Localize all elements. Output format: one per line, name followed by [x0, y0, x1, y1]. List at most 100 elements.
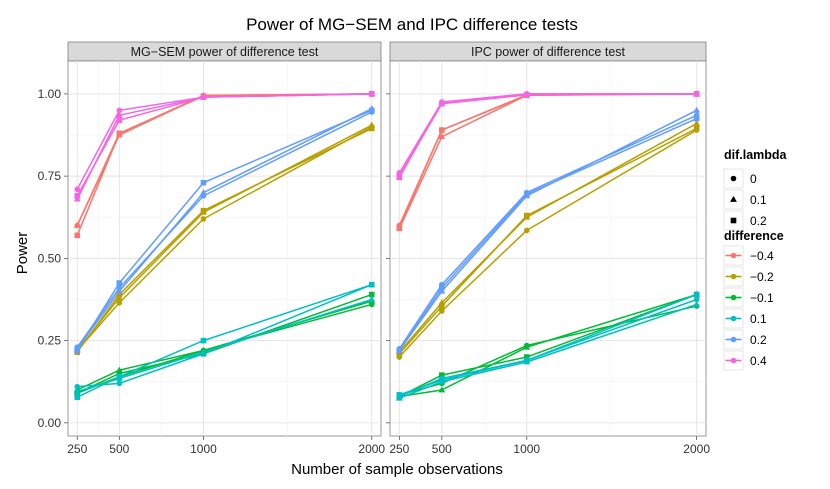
legend-shape-item: 0.2: [723, 210, 767, 231]
data-point: [200, 188, 207, 195]
series-line: [399, 293, 697, 398]
data-point: [368, 125, 375, 132]
legend-color-item: 0.1: [723, 308, 767, 329]
data-point: [200, 207, 207, 214]
legend-shape-item: 0: [723, 168, 757, 189]
x-tick-label: 2000: [358, 442, 385, 456]
data-point: [116, 370, 123, 377]
y-tick-label: 1.00: [38, 87, 62, 101]
series-line: [398, 117, 697, 351]
data-point: [396, 347, 403, 354]
y-tick-label: 0.25: [38, 334, 62, 348]
data-point: [396, 173, 403, 179]
data-point: [693, 106, 701, 113]
legend-color-label: −0.4: [750, 249, 774, 263]
data-point: [200, 337, 207, 344]
y-tick-label: 0.75: [38, 169, 62, 183]
data-point: [693, 291, 700, 298]
data-point: [693, 119, 701, 126]
chart-title: Power of MG−SEM and IPC difference tests: [246, 15, 578, 34]
x-tick-label: 500: [109, 442, 129, 456]
legend-dif-lambda: dif.lambda 0 0.1 0.2: [723, 148, 788, 231]
x-tick-label: 2000: [683, 442, 710, 456]
data-point: [368, 91, 375, 97]
data-point: [438, 133, 446, 140]
x-tick-label: 250: [67, 442, 87, 456]
data-point: [74, 186, 81, 193]
data-point: [439, 308, 445, 314]
data-point: [439, 377, 445, 383]
legend-color-item: −0.1: [723, 287, 774, 308]
y-tick-label: 0.00: [38, 416, 62, 430]
data-point: [693, 125, 700, 132]
data-point: [523, 227, 530, 234]
legend-shape-marker: [730, 195, 737, 202]
data-point: [523, 343, 531, 350]
series-line: [76, 108, 373, 350]
series-line: [398, 129, 698, 358]
x-axis-title: Number of sample observations: [291, 461, 503, 478]
data-point: [693, 91, 700, 97]
legend-color-label: −0.2: [750, 270, 774, 284]
data-point: [73, 387, 81, 394]
data-point: [396, 224, 403, 230]
data-point: [693, 115, 700, 122]
data-point: [116, 107, 123, 114]
data-point: [200, 179, 207, 186]
data-point: [693, 296, 700, 303]
series-line: [76, 127, 373, 353]
data-point: [396, 350, 403, 357]
data-point: [73, 221, 81, 228]
data-point: [116, 130, 123, 137]
legend-color-title: difference: [724, 229, 784, 243]
legend-color-marker: [730, 315, 737, 322]
panel-strip-label: IPC power of difference test: [471, 45, 626, 59]
x-tick-label: 1000: [513, 442, 540, 456]
data-point: [439, 127, 445, 133]
data-point: [523, 92, 530, 98]
data-point: [523, 357, 530, 364]
data-point: [74, 347, 81, 354]
series-line: [399, 293, 697, 396]
x-tick-label: 500: [432, 442, 452, 456]
data-point: [200, 216, 207, 222]
legend-color-marker: [730, 294, 737, 301]
panel-2: IPC power of difference test 250 500 1000 20…: [386, 41, 710, 456]
legend-color-item: 0.2: [723, 329, 767, 350]
data-point: [116, 117, 123, 124]
legend-color-label: 0.4: [750, 354, 767, 368]
series-line: [76, 293, 372, 394]
panels: MG−SEM power of difference test 0.00 0.25 0…: [38, 41, 710, 456]
y-tick-label: 0.50: [38, 251, 62, 265]
panel-1: MG−SEM power of difference test 0.00 0.25 0…: [38, 41, 385, 456]
legend-shape-label: 0: [750, 172, 757, 186]
legend-shape-title: dif.lambda: [724, 148, 788, 162]
y-axis-title: Power: [14, 232, 31, 275]
data-point: [523, 354, 530, 360]
series-line: [398, 109, 697, 351]
data-point: [368, 281, 375, 288]
series-line: [399, 303, 697, 399]
legend-shape-label: 0.1: [750, 193, 767, 207]
series-line: [76, 93, 372, 197]
data-point: [439, 372, 445, 378]
x-tick-label: 1000: [190, 442, 217, 456]
data-point: [116, 373, 123, 380]
data-point: [115, 287, 123, 294]
legend-color-item: −0.2: [723, 266, 774, 287]
data-point: [523, 191, 530, 198]
data-point: [368, 291, 375, 298]
legend-shape-item: 0.1: [723, 189, 767, 210]
x-tick-label: 250: [389, 442, 409, 456]
panel-strip-label: MG−SEM power of difference test: [131, 45, 319, 59]
legend-difference: difference −0.4 −0.2 −0.1 0.1 0.2 0.4: [723, 229, 784, 371]
data-point: [523, 212, 530, 219]
data-point: [396, 392, 403, 398]
data-point: [74, 383, 81, 390]
data-point: [693, 300, 701, 307]
series-line: [76, 109, 373, 351]
data-point: [116, 291, 123, 298]
legend-shape-marker: [730, 217, 737, 224]
data-point: [116, 380, 123, 387]
